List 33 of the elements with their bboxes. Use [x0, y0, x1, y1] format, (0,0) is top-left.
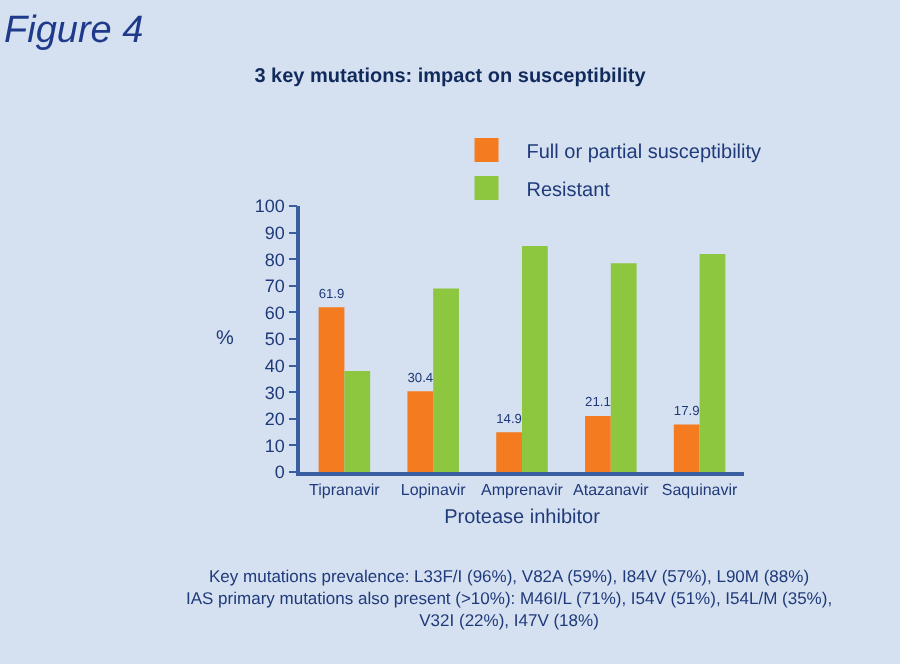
y-tick-label: 60: [264, 302, 285, 323]
bar: [496, 432, 522, 472]
bar: [585, 415, 611, 472]
x-tick-label: Saquinavir: [661, 480, 739, 499]
x-tick-label: Atazanavir: [573, 480, 650, 499]
bar: [344, 370, 371, 472]
x-tick-label: Amprenavir: [481, 480, 564, 499]
bar: [673, 424, 700, 472]
y-tick-label: 20: [264, 409, 285, 430]
legend-label: Full or partial susceptibility: [526, 141, 762, 164]
y-tick-label: 80: [264, 249, 285, 270]
y-tick-label: 10: [264, 435, 285, 456]
bar: [610, 263, 637, 472]
bar: [522, 245, 548, 472]
y-tick-label: 90: [264, 222, 285, 243]
bar: [318, 307, 345, 472]
y-tick-label: 70: [264, 276, 285, 297]
y-tick-label: 100: [254, 196, 285, 217]
bar: [433, 288, 459, 472]
y-tick-label: 40: [264, 355, 285, 376]
y-tick-label: 0: [274, 462, 285, 483]
bar: [407, 391, 434, 472]
x-tick-label: Tipranavir: [309, 480, 381, 499]
legend-label: Resistant: [526, 179, 611, 202]
y-tick-label: 50: [264, 329, 285, 350]
x-tick-label: Lopinavir: [400, 480, 467, 499]
caption: Figure 4: [4, 10, 144, 52]
y-axis-title: %: [216, 328, 234, 350]
chart-title: 3 key mutations: impact on susceptibility: [254, 66, 647, 88]
text: Key mutations prevalence: L33F/I (96%), V82A (59%), I84V (57%), L90M (88%) IAS primary mutations also present (>10%): M46I/L (71%), I54V (51%), I54L/M (35%), V32I (22%), I47V (18%): [186, 566, 833, 631]
y-tick-label: 30: [264, 382, 285, 403]
bar: [699, 253, 726, 472]
x-axis-title: Protease inhibitor: [444, 506, 602, 529]
